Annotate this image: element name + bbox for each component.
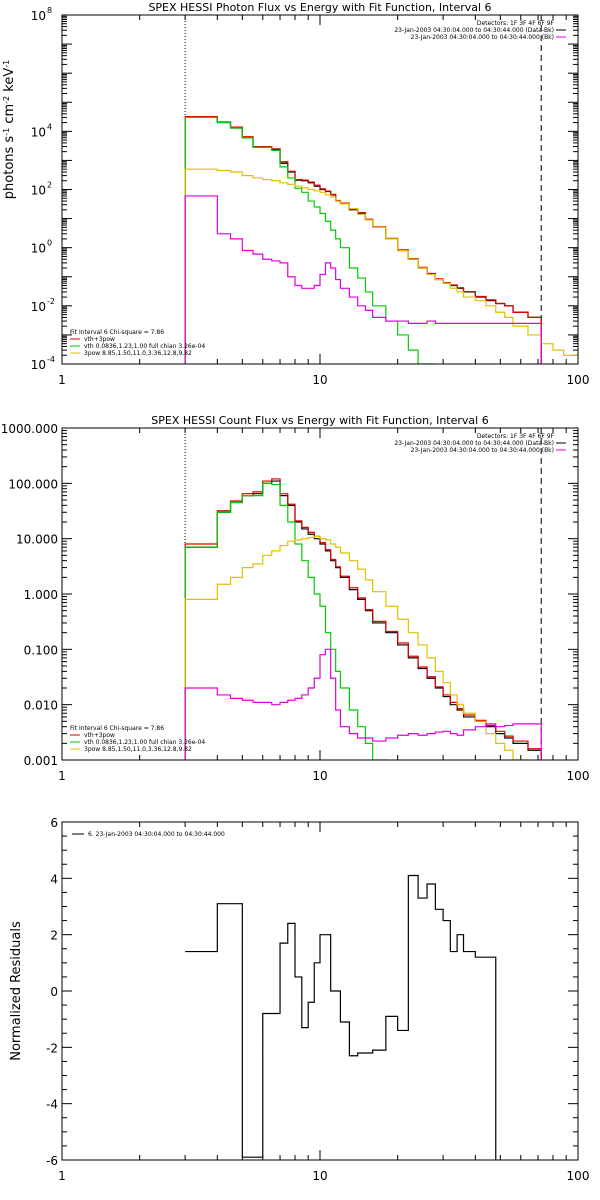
y-tick-label: 10 — [31, 184, 46, 198]
x-tick-label: 10 — [312, 373, 327, 387]
series-line-0 — [185, 874, 497, 1160]
y-tick-label: 10 — [31, 300, 46, 314]
y-tick-label: 2 — [50, 929, 58, 943]
legend-entry: 3pow 8.85,1.50,11.0,3.36,12.8,9.82 — [84, 746, 192, 753]
x-tick-label: 100 — [567, 373, 590, 387]
series-line-4 — [184, 648, 542, 760]
y-tick-label: 0.100 — [24, 643, 58, 657]
series-line-1 — [184, 478, 542, 760]
y-tick-exponent: -4 — [47, 355, 55, 364]
residuals-panel: 1 10 100 -6 -4 -2 0 2 4 6 Normalized Residuals 6. 2… — [9, 816, 589, 1183]
y-tick-exponent: 8 — [47, 6, 52, 15]
y-tick-label: 0.001 — [24, 754, 58, 768]
legend-entry: vth 0.0836,1.23,1.00 full chian 3.26e-04 — [84, 739, 205, 746]
x-tick-label: 1 — [58, 1169, 66, 1183]
y-tick-exponent: 0 — [47, 239, 52, 248]
series-line-2 — [184, 482, 387, 760]
y-tick-label: 4 — [50, 872, 58, 886]
y-tick-label: 1.000 — [24, 588, 58, 602]
legend-entry: vth+3pow — [84, 336, 115, 343]
legend-entry: vth 0.0836,1.23,1.00 full chian 3.26e-04 — [84, 343, 205, 350]
x-tick-label: 1 — [58, 769, 66, 783]
y-tick-label: 0.010 — [24, 699, 58, 713]
chart-title: SPEX HESSI Count Flux vs Energy with Fit… — [151, 414, 488, 427]
y-tick-label: 10.000 — [16, 533, 58, 547]
x-tick-label: 10 — [312, 769, 327, 783]
series-line-0 — [184, 480, 542, 760]
legend-entry: 23-Jan-2003 04:30:04.000 to 04:30:44.000… — [394, 27, 554, 34]
y-tick-exponent: -2 — [47, 297, 55, 306]
photon-flux-panel: SPEX HESSI Photon Flux vs Energy with Fi… — [2, 1, 589, 387]
series-group — [185, 874, 497, 1160]
y-tick-label: 6 — [50, 816, 58, 830]
series-line-4 — [184, 195, 542, 364]
series-line-1 — [184, 116, 542, 364]
count-flux-panel: SPEX HESSI Count Flux vs Energy with Fit… — [1, 414, 590, 783]
y-tick-label: 10 — [31, 9, 46, 23]
y-tick-label: -2 — [46, 1041, 58, 1055]
legend-header: Fit Interval 6 Chi-square = 7.86 — [70, 725, 164, 732]
y-tick-label: 1000.000 — [1, 422, 58, 436]
legend-entry: 6. 23-Jan-2003 04:30:04.000 to 04:30:44.… — [88, 831, 225, 838]
series-line-0 — [184, 116, 542, 364]
y-axis-label: photons s-1 cm-2 keV-1 — [2, 60, 17, 199]
legend-entry: vth+3pow — [84, 732, 115, 739]
y-tick-label: -4 — [46, 1098, 58, 1112]
plot-frame — [61, 821, 579, 1161]
y-axis-label-part: keV — [2, 68, 17, 96]
y-axis-label-exponent: -1 — [2, 128, 11, 136]
series-group — [184, 478, 542, 760]
legend-entry: Detectors: 1F 3F 4F 6F 9F — [477, 20, 555, 27]
plot-frame — [61, 427, 579, 761]
legend-entry: 23-Jan-2003 04:30:04.000 to 04:30:44.000… — [394, 440, 554, 447]
y-tick-label: 100.000 — [8, 477, 58, 491]
y-tick-label: 10 — [31, 242, 46, 256]
y-tick-label: 10 — [31, 125, 46, 139]
y-tick-label: 10 — [31, 358, 46, 372]
x-tick-label: 100 — [567, 1169, 590, 1183]
x-tick-label: 10 — [312, 1169, 327, 1183]
y-axis-label: Normalized Residuals — [9, 921, 24, 1061]
chart-title: SPEX HESSI Photon Flux vs Energy with Fi… — [148, 1, 491, 14]
legend-entry: 23-Jan-2003 04:30:04.000 to 04:30:44.000… — [411, 34, 554, 41]
plot-frame — [61, 14, 579, 365]
y-tick-label: -6 — [46, 1154, 58, 1168]
legend-header: Fit Interval 6 Chi-square = 7.86 — [70, 329, 164, 336]
y-axis-label-exponent: -1 — [2, 60, 11, 68]
series-group — [184, 116, 578, 364]
y-axis-label-exponent: -2 — [2, 96, 11, 104]
x-tick-label: 100 — [567, 769, 590, 783]
y-tick-exponent: 2 — [47, 181, 52, 190]
y-tick-label: 0 — [50, 985, 58, 999]
x-tick-label: 1 — [58, 373, 66, 387]
legend-entry: 3pow 8.85,1.50,11.0,3.36,12.8,9.82 — [84, 350, 192, 357]
y-axis-label-part: photons s — [2, 136, 17, 200]
legend-entry: Detectors: 1F 3F 4F 6F 9F — [477, 433, 555, 440]
y-axis-label-part: cm — [2, 104, 17, 128]
y-tick-exponent: 4 — [47, 122, 52, 131]
legend-entry: 23-Jan-2003 04:30:04.000 to 04:30:44.000… — [411, 447, 554, 454]
series-line-3 — [184, 168, 578, 364]
series-line-3 — [184, 535, 529, 760]
